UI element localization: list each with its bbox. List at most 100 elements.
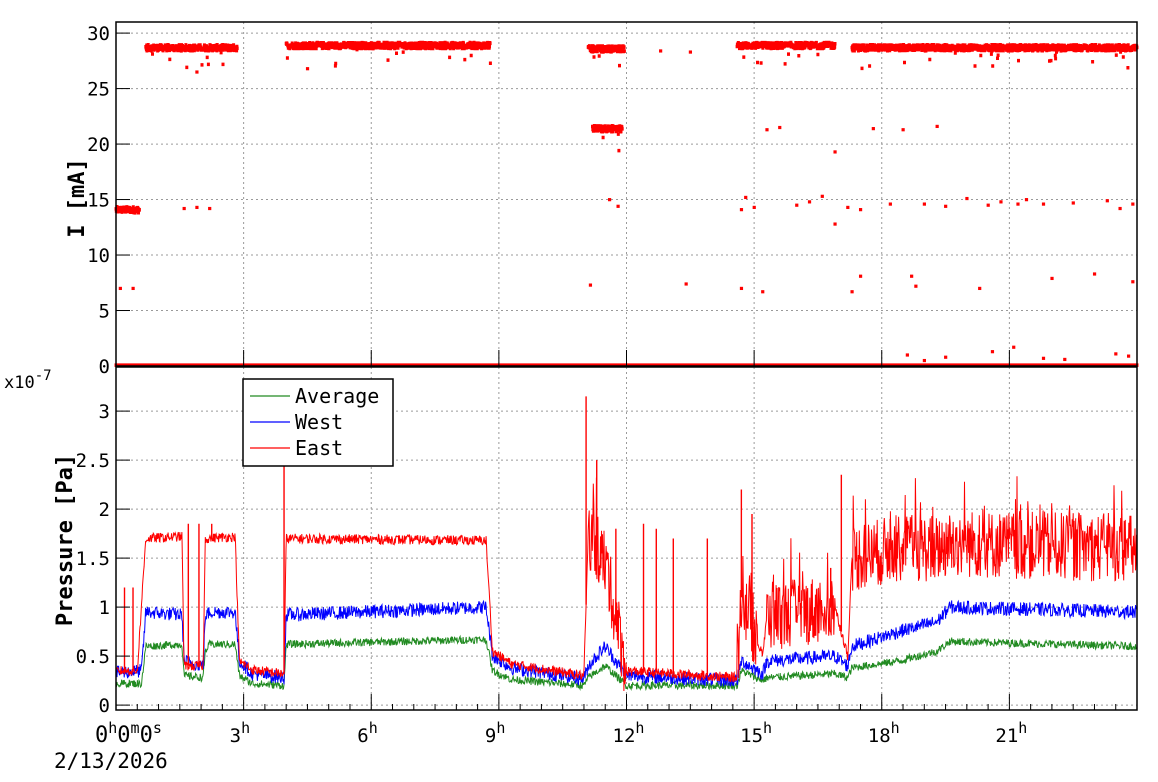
current-point [778,125,782,130]
current-point [905,353,909,357]
current-point [978,286,982,291]
current-point [1024,198,1029,202]
bottom-y-tick-label: 3 [99,401,110,423]
current-point [195,205,199,210]
x-tick-unit: h [496,719,505,737]
current-point [1050,276,1054,281]
current-point [752,205,756,210]
x-tick-label: 18h [868,719,900,747]
current-segment [850,43,1139,71]
current-point [901,128,905,132]
current-point [850,290,854,294]
current-point [195,70,199,74]
current-point [1131,202,1135,206]
current-point [910,274,914,278]
current-segment [735,40,837,66]
x-tick-unit: h [369,719,378,737]
top-y-tick-label: 20 [87,134,110,156]
legend: Average West East [242,378,394,467]
current-point [182,206,186,211]
current-point [761,290,765,294]
bottom-y-tick-label: 1 [99,597,110,619]
bottom-y-tick-label: 2 [99,499,110,521]
x-tick-unit: h [108,719,117,737]
current-point [118,286,122,291]
x-tick-value: 9 [485,725,496,747]
current-point [1041,202,1046,206]
pressure-line-average [115,634,1137,692]
current-point [1118,206,1122,211]
current-point [935,124,939,129]
top-y-tick-label: 0 [99,356,110,378]
x-tick-label: 21h [995,719,1027,747]
top-y-tick-label: 5 [99,301,110,323]
x-tick-value: 0 [95,723,108,748]
current-point [944,355,948,359]
current-point [858,208,863,212]
x-tick-value: 6 [357,725,368,747]
x-tick-unit: h [635,719,644,737]
x-tick-unit: h [891,719,900,737]
current-point [965,196,969,201]
current-point [739,208,744,212]
pressure-line-east [115,476,1137,692]
top-y-tick-label: 30 [87,23,110,45]
legend-label-west: West [295,410,343,434]
y-multiplier-exponent: -7 [35,368,52,384]
current-point [659,49,663,53]
legend-label-east: East [295,436,343,460]
x-tick-label: 3h [230,719,250,747]
current-segment [114,205,141,215]
bottom-y-tick-label: 0.5 [76,646,110,668]
x-tick-label-start: 0h0m0s [95,719,162,748]
current-point [739,286,744,291]
bottom-y-tick-label: 0 [99,695,110,717]
x-axis-ticks: 0h0m0s 3h 6h 9h 12h 15h 18h 21h [95,350,1138,748]
current-point [944,204,948,208]
current-point [986,203,990,207]
x-tick-unit: m [131,719,140,737]
x-tick-unit: s [153,719,162,737]
current-point [1012,345,1016,349]
current-point [888,202,892,206]
current-axis-title: I [mA] [65,158,90,237]
current-point [922,202,926,206]
current-point [833,150,837,154]
current-point [684,282,688,286]
x-tick-value: 12 [613,725,636,747]
pressure-axis-title: Pressure [Pa] [53,454,78,626]
current-point [846,205,850,210]
current-point [795,203,799,207]
current-point [688,50,693,54]
x-tick-unit: h [763,719,772,737]
x-tick-value: 0 [140,723,153,748]
y-multiplier-label: x10-7 [4,368,52,393]
current-point [922,358,926,363]
current-point [588,283,593,287]
current-point [208,206,212,211]
current-point [1016,202,1020,206]
current-point [1071,201,1075,205]
x-tick-label: 12h [613,719,645,747]
x-tick-unit: h [1018,719,1027,737]
current-point [914,284,918,288]
top-panel-grid [116,22,1137,367]
current-segment [591,124,624,153]
current-segment [144,43,239,70]
top-y-tick-label: 15 [87,190,110,212]
current-point [616,204,620,208]
current-point [999,200,1003,204]
current-point [131,286,135,291]
x-tick-value: 15 [740,725,763,747]
x-tick-value: 0 [117,723,130,748]
current-point [1131,280,1135,284]
x-tick-value: 3 [230,725,241,747]
current-point [1063,357,1067,362]
current-point [765,128,769,132]
current-point [744,195,748,200]
x-tick-label: 6h [357,719,377,747]
x-tick-label: 15h [740,719,772,747]
x-tick-unit: h [241,719,250,737]
